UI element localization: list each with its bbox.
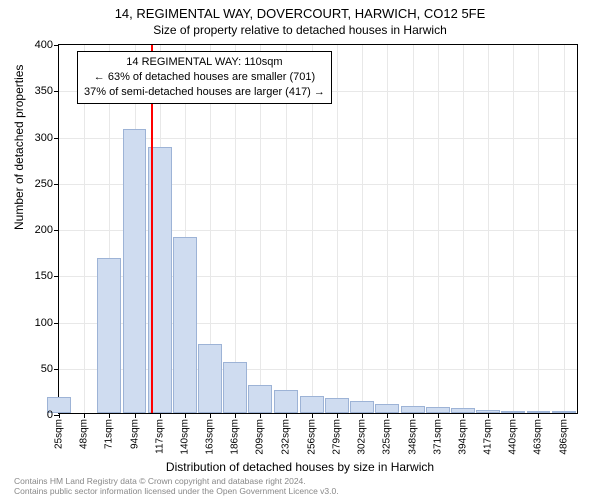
plot-area: 14 REGIMENTAL WAY: 110sqm ← 63% of detac… — [58, 44, 578, 414]
x-tick-label: 94sqm — [129, 419, 140, 449]
y-tick-label: 0 — [47, 409, 53, 421]
footer: Contains HM Land Registry data © Crown c… — [14, 476, 339, 496]
x-tick-label: 302sqm — [357, 419, 368, 455]
y-tick-label: 300 — [35, 132, 53, 144]
footer-line-2: Contains public sector information licen… — [14, 486, 339, 496]
x-tick-label: 440sqm — [508, 419, 519, 455]
y-axis-label: Number of detached properties — [12, 65, 26, 230]
x-tick-label: 163sqm — [205, 419, 216, 455]
x-tick-label: 209sqm — [255, 419, 266, 455]
x-axis-label: Distribution of detached houses by size … — [0, 460, 600, 474]
histogram-bar — [248, 385, 272, 413]
chart-subtitle: Size of property relative to detached ho… — [0, 21, 600, 37]
histogram-bar — [401, 406, 425, 413]
x-tick-label: 463sqm — [533, 419, 544, 455]
annotation-line-2: ← 63% of detached houses are smaller (70… — [84, 70, 325, 85]
x-tick-label: 232sqm — [280, 419, 291, 455]
x-tick-label: 371sqm — [432, 419, 443, 455]
annotation-line-3: 37% of semi-detached houses are larger (… — [84, 85, 325, 100]
annotation-box: 14 REGIMENTAL WAY: 110sqm ← 63% of detac… — [77, 51, 332, 104]
x-tick-label: 186sqm — [230, 419, 241, 455]
chart-title: 14, REGIMENTAL WAY, DOVERCOURT, HARWICH,… — [0, 0, 600, 21]
y-tick-label: 100 — [35, 317, 53, 329]
histogram-bar — [375, 404, 399, 413]
histogram-bar — [300, 396, 324, 413]
histogram-bar — [123, 129, 147, 413]
histogram-bar — [97, 258, 121, 413]
x-tick-label: 117sqm — [154, 419, 165, 454]
x-tick-label: 140sqm — [179, 419, 190, 455]
x-tick-label: 348sqm — [407, 419, 418, 455]
y-tick-label: 400 — [35, 39, 53, 51]
footer-line-1: Contains HM Land Registry data © Crown c… — [14, 476, 339, 486]
histogram-bar — [223, 362, 247, 413]
y-tick-label: 200 — [35, 224, 53, 236]
histogram-bar — [198, 344, 222, 413]
y-tick-label: 50 — [41, 363, 53, 375]
histogram-bar — [173, 237, 197, 413]
x-tick-label: 71sqm — [104, 419, 115, 449]
y-tick-label: 350 — [35, 85, 53, 97]
y-tick-label: 250 — [35, 178, 53, 190]
histogram-bar — [274, 390, 298, 413]
x-tick-label: 279sqm — [332, 419, 343, 455]
x-tick-label: 325sqm — [382, 419, 393, 455]
chart-container: 14, REGIMENTAL WAY, DOVERCOURT, HARWICH,… — [0, 0, 600, 500]
x-tick-label: 256sqm — [306, 419, 317, 455]
annotation-line-1: 14 REGIMENTAL WAY: 110sqm — [84, 55, 325, 70]
x-tick-label: 486sqm — [558, 419, 569, 455]
histogram-bar — [325, 398, 349, 413]
histogram-bar — [350, 401, 374, 413]
y-tick-label: 150 — [35, 270, 53, 282]
x-tick-label: 25sqm — [54, 419, 65, 449]
x-tick-label: 417sqm — [483, 419, 494, 455]
x-tick-label: 394sqm — [457, 419, 468, 455]
x-tick-label: 48sqm — [79, 419, 90, 449]
